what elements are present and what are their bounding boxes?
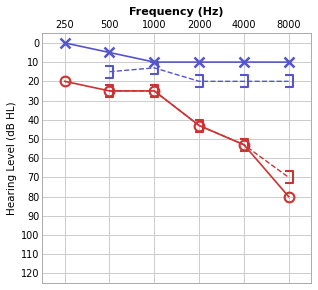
X-axis label: Frequency (Hz): Frequency (Hz) xyxy=(129,7,224,17)
Y-axis label: Hearing Level (dB HL): Hearing Level (dB HL) xyxy=(7,101,17,215)
